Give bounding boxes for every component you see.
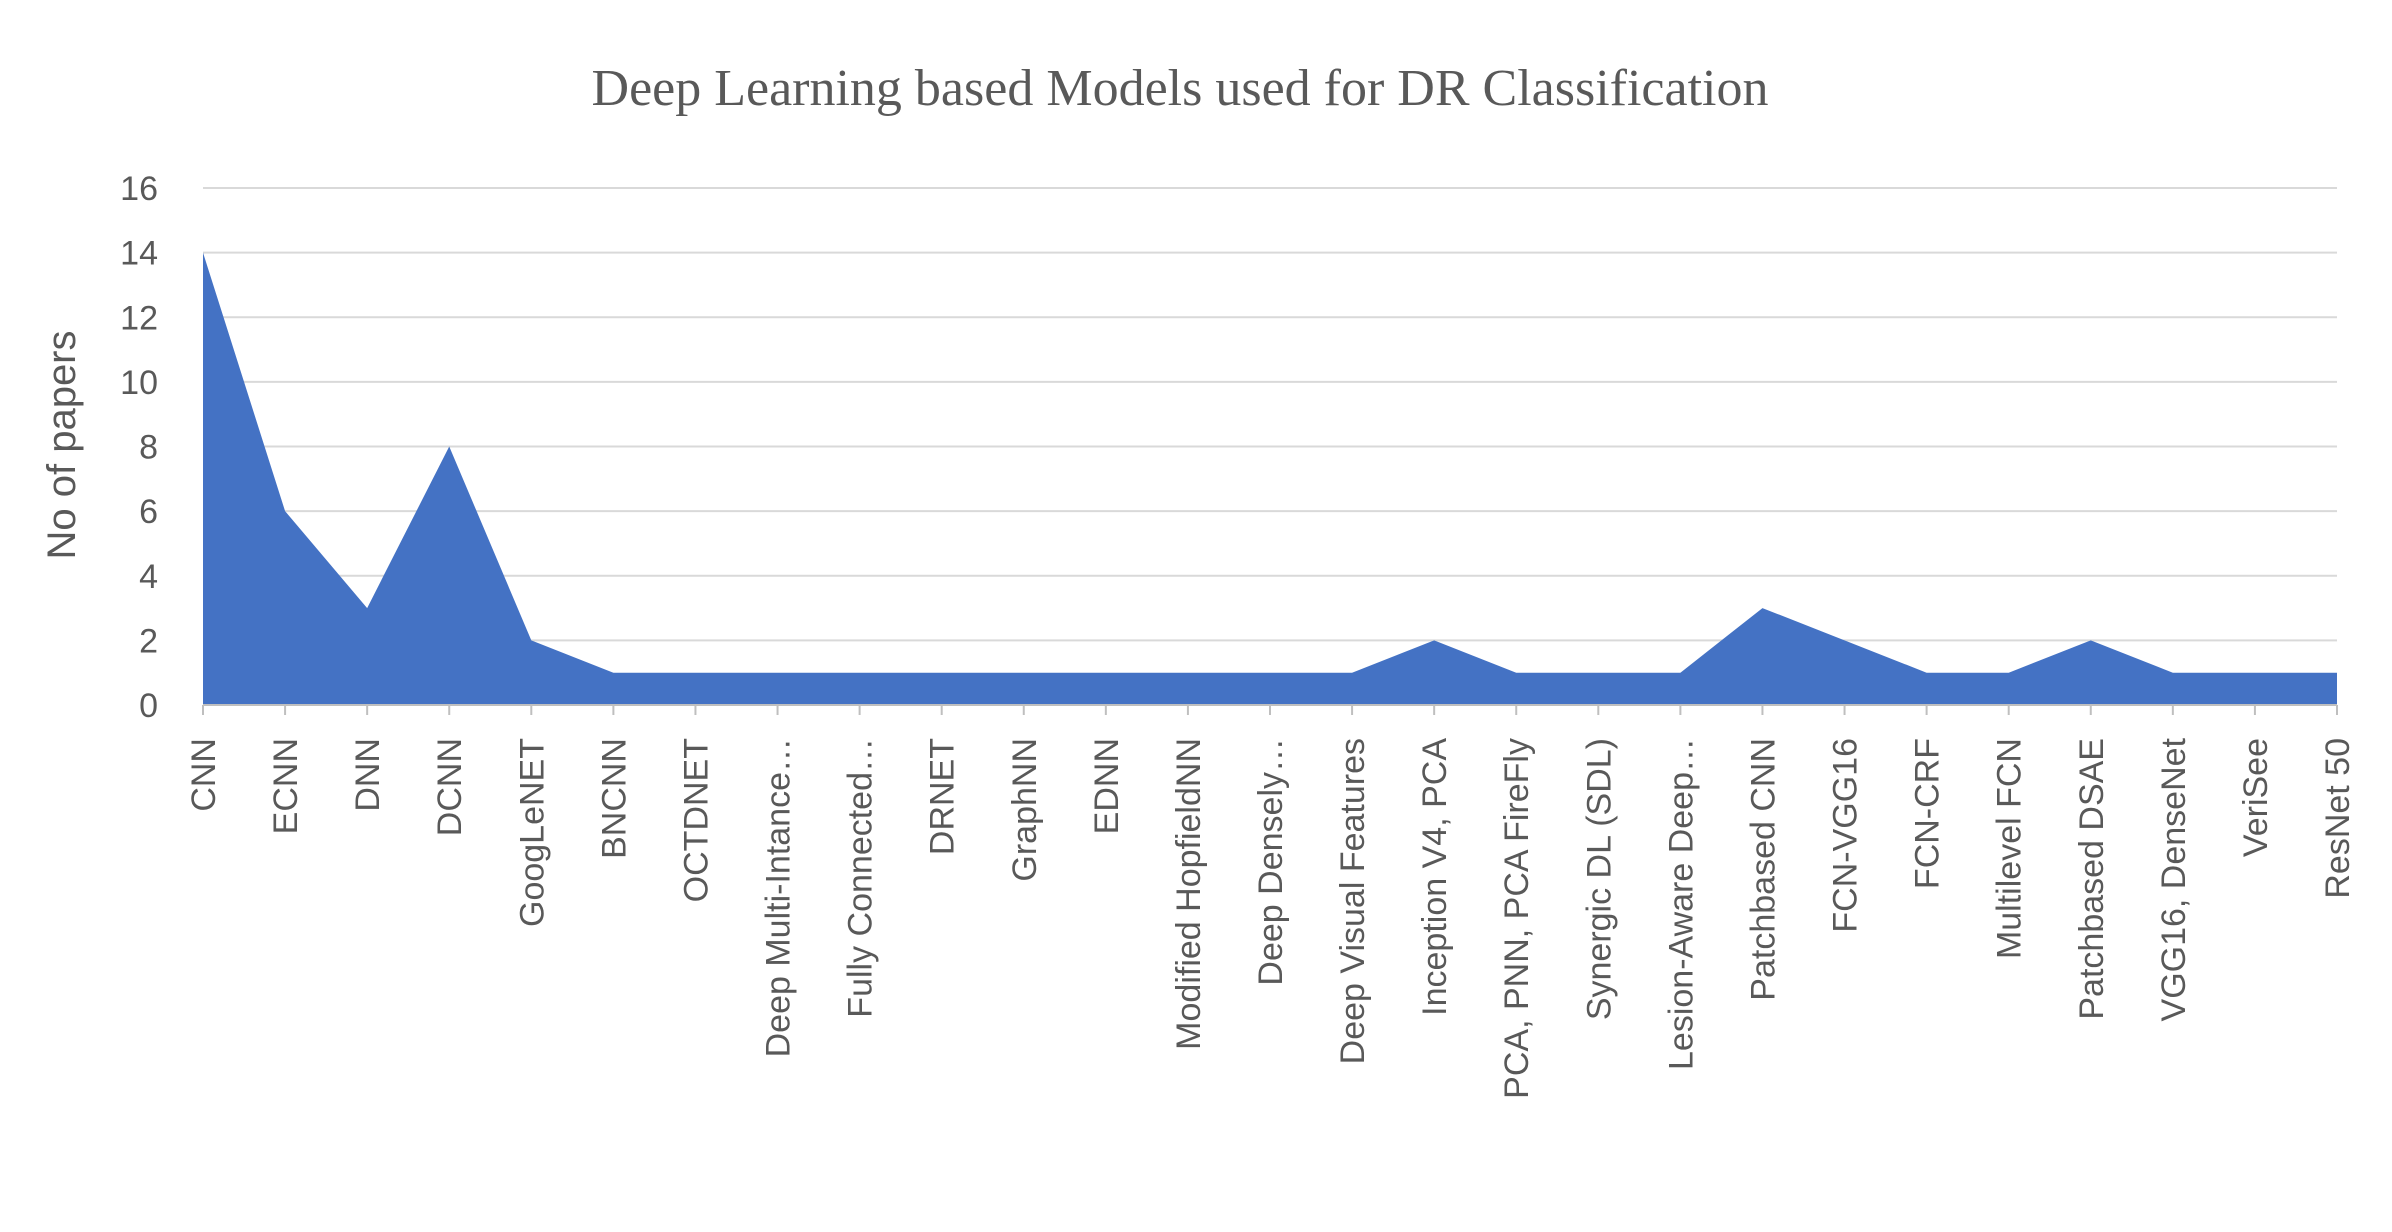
x-tick-label: DNN [349, 738, 387, 812]
area-fill [203, 252, 2337, 705]
x-tick-label: Deep Visual Features [1334, 738, 1372, 1064]
x-tick-label: ECNN [267, 738, 305, 834]
x-tick-label: PCA, PNN, PCA FireFly [1498, 738, 1536, 1099]
x-tick-label: Lesion-Aware Deep… [1662, 738, 1700, 1070]
x-tick-label: ResNet 50 [2319, 738, 2357, 899]
y-tick-label: 2 [139, 622, 158, 660]
x-tick-label: Multilevel FCN [1991, 738, 2029, 959]
x-tick-label: EDNN [1088, 738, 1126, 834]
y-axis-ticks: 0 2 4 6 8 10 12 14 16 [120, 170, 158, 725]
x-tick-label: CNN [185, 738, 223, 812]
x-tick-label: Deep Multi-Intance… [760, 738, 798, 1057]
y-tick-label: 8 [139, 429, 158, 467]
x-tick-label: FCN-CRF [1909, 738, 1947, 889]
x-tick-label: Deep Densely… [1252, 738, 1290, 986]
x-axis [202, 704, 2338, 715]
x-tick-label: GoogLeNET [513, 738, 551, 927]
x-tick-label: DCNN [431, 738, 469, 836]
y-tick-label: 12 [120, 299, 158, 337]
x-tick-label: Inception V4, PCA [1416, 738, 1454, 1016]
area-series [202, 252, 2338, 705]
x-tick-label: Patchbased DSAE [2073, 738, 2111, 1020]
x-tick-label: DRNET [924, 738, 962, 855]
y-axis-label: No of papers [40, 330, 84, 559]
x-tick-label: VGG16, DenseNet [2155, 737, 2193, 1021]
y-tick-label: 0 [139, 687, 158, 725]
x-axis-ticks: CNN ECNN DNN DCNN GoogLeNET BNCNN OCTDNET Deep … [185, 737, 2357, 1098]
x-tick-label: Patchbased CNN [1744, 738, 1782, 1001]
chart-title: Deep Learning based Models used for DR C… [592, 60, 1769, 117]
x-tick-label: Fully Connected… [842, 738, 880, 1018]
x-tick-label: BNCNN [595, 738, 633, 859]
x-tick-label: OCTDNET [677, 738, 715, 902]
y-tick-label: 10 [120, 364, 158, 402]
x-tick-label: FCN-VGG16 [1827, 738, 1865, 933]
x-tick-label: Modified HopfieldNN [1170, 738, 1208, 1050]
y-tick-label: 14 [120, 235, 158, 273]
y-tick-label: 16 [120, 170, 158, 208]
y-tick-label: 4 [139, 558, 158, 596]
y-tick-label: 6 [139, 493, 158, 531]
x-tick-label: GraphNN [1006, 738, 1044, 882]
x-tick-label: Synergic DL (SDL) [1580, 738, 1618, 1020]
gridlines [203, 187, 2337, 642]
x-tick-label: VeriSee [2237, 738, 2275, 857]
